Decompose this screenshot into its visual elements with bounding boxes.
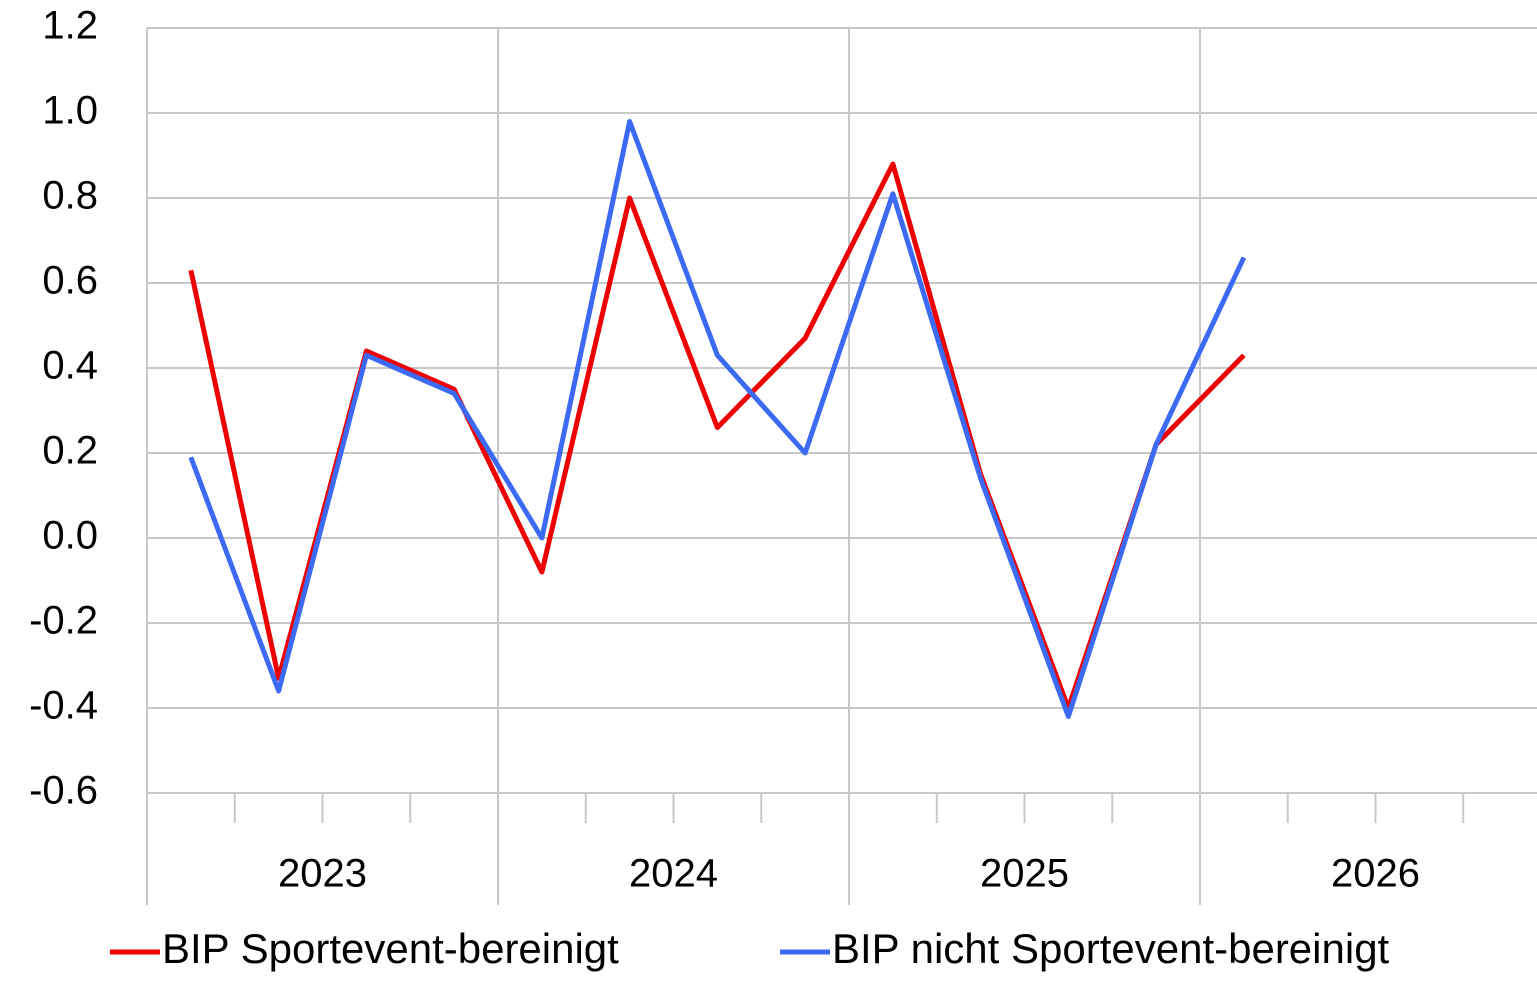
x-tick-label: 2024 [629,852,718,896]
y-tick-label: 0.8 [42,174,98,218]
series-line [188,119,1247,719]
y-tick-label: -0.2 [29,599,98,643]
legend-label: BIP nicht Sportevent-bereinigt [832,925,1390,972]
y-tick-label: 0.6 [42,259,98,303]
y-tick-label: 0.4 [42,344,98,388]
x-tick-label: 2025 [980,852,1069,896]
y-tick-label: 0.2 [42,429,98,473]
y-tick-label: 0.0 [42,514,98,558]
x-tick-label: 2026 [1331,852,1420,896]
y-tick-label: 1.2 [42,4,98,48]
y-tick-label: 1.0 [42,89,98,133]
y-tick-label: -0.4 [29,684,98,728]
y-tick-label: -0.6 [29,769,98,813]
series-line [188,161,1246,711]
x-tick-label: 2023 [278,852,367,896]
legend-label: BIP Sportevent-bereinigt [162,925,619,972]
